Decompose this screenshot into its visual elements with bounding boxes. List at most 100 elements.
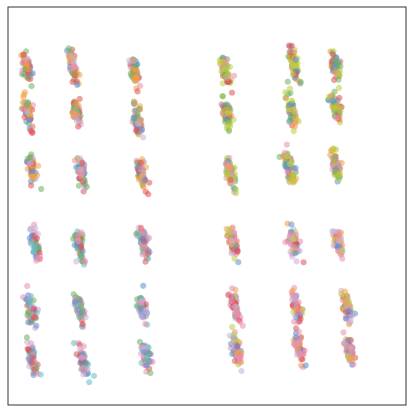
scatter-point <box>71 63 78 70</box>
scatter-point <box>276 153 283 160</box>
scatter-point <box>288 221 295 228</box>
scatter-point <box>231 255 238 262</box>
scatter-point <box>231 357 238 365</box>
scatter-point <box>29 70 36 77</box>
scatter-point <box>295 344 302 351</box>
scatter-point <box>20 51 27 58</box>
scatter-point <box>24 74 31 81</box>
scatter-point <box>232 186 239 193</box>
scatter-cluster <box>216 54 238 96</box>
scatter-point <box>138 313 145 320</box>
scatter-point <box>134 88 141 95</box>
scatter-cluster <box>329 228 346 262</box>
scatter-point <box>229 237 236 244</box>
scatter-point <box>340 329 347 336</box>
scatter-point <box>24 109 31 117</box>
scatter-point <box>142 301 150 308</box>
scatter-point <box>345 337 352 344</box>
scatter-point <box>72 298 79 305</box>
scatter-point <box>36 249 43 256</box>
scatter-point <box>326 93 333 100</box>
scatter-point <box>327 151 334 159</box>
scatter-point <box>140 183 147 190</box>
scatter-point <box>336 171 343 178</box>
scatter-point <box>141 244 148 251</box>
scatter-point <box>329 162 336 169</box>
scatter-point <box>335 84 343 91</box>
scatter-cluster <box>338 287 359 328</box>
scatter-cluster <box>18 48 36 90</box>
scatter-cluster <box>129 98 147 141</box>
scatter-point <box>335 237 343 244</box>
scatter-point <box>287 231 294 238</box>
scatter-point <box>25 66 32 73</box>
scatter-point <box>80 364 87 371</box>
scatter-point <box>146 179 153 186</box>
scatter-point <box>234 310 241 317</box>
scatter-point <box>33 257 40 264</box>
scatter-point <box>335 59 342 66</box>
scatter-point <box>147 369 154 377</box>
scatter-point <box>228 89 236 96</box>
scatter-point <box>32 314 39 321</box>
scatter-point <box>134 164 141 171</box>
scatter-point <box>76 230 83 237</box>
scatter-point <box>288 97 296 104</box>
scatter-cluster <box>71 155 90 195</box>
scatter-cluster <box>136 338 156 377</box>
scatter-cluster <box>23 151 45 193</box>
scatter-point <box>282 239 289 246</box>
scatter-point <box>286 85 294 92</box>
scatter-point <box>73 118 81 125</box>
scatter-point <box>20 106 27 113</box>
scatter-point <box>24 282 31 290</box>
scatter-point <box>139 227 146 234</box>
scatter-point <box>136 106 143 113</box>
scatter-point <box>286 48 293 56</box>
scatter-point <box>90 372 98 379</box>
scatter-point <box>71 112 78 119</box>
scatter-point <box>336 94 343 101</box>
scatter-point <box>77 243 84 250</box>
scatter-cluster <box>276 141 300 186</box>
scatter-cluster <box>222 154 240 197</box>
scatter-point <box>76 169 83 176</box>
scatter-point <box>283 95 290 102</box>
points-layer <box>18 42 359 386</box>
scatter-point <box>134 112 141 119</box>
scatter-point <box>76 95 83 102</box>
scatter-cluster <box>340 329 359 368</box>
scatter-point <box>38 185 45 193</box>
scatter-point <box>144 250 151 257</box>
scatter-point <box>127 70 134 77</box>
scatter-point <box>140 282 147 289</box>
scatter-point <box>238 367 245 375</box>
scatter-cluster <box>20 282 42 332</box>
scatter-point <box>79 320 86 328</box>
scatter-point <box>348 313 355 320</box>
scatter-point <box>341 293 348 300</box>
scatter-point <box>229 171 236 178</box>
scatter-point <box>350 361 357 368</box>
scatter-point <box>283 141 290 148</box>
scatter-cluster <box>70 228 89 268</box>
scatter-cluster <box>133 224 153 265</box>
scatter-point <box>27 159 34 166</box>
scatter-point <box>236 359 243 366</box>
scatter-point <box>144 353 151 360</box>
scatter-point <box>297 309 304 316</box>
scatter-point <box>74 81 81 88</box>
scatter-point <box>225 163 232 170</box>
scatter-point <box>226 63 233 71</box>
scatter-point <box>35 162 42 169</box>
scatter-point <box>137 159 144 166</box>
scatter-point <box>137 305 144 312</box>
scatter-point <box>227 176 234 183</box>
scatter-point <box>21 89 28 96</box>
scatter-cluster <box>218 93 237 134</box>
scatter-point <box>73 351 80 358</box>
scatter-point <box>65 45 72 52</box>
scatter-point <box>302 362 309 369</box>
scatter-cluster <box>290 325 309 371</box>
scatter-point <box>228 297 235 304</box>
